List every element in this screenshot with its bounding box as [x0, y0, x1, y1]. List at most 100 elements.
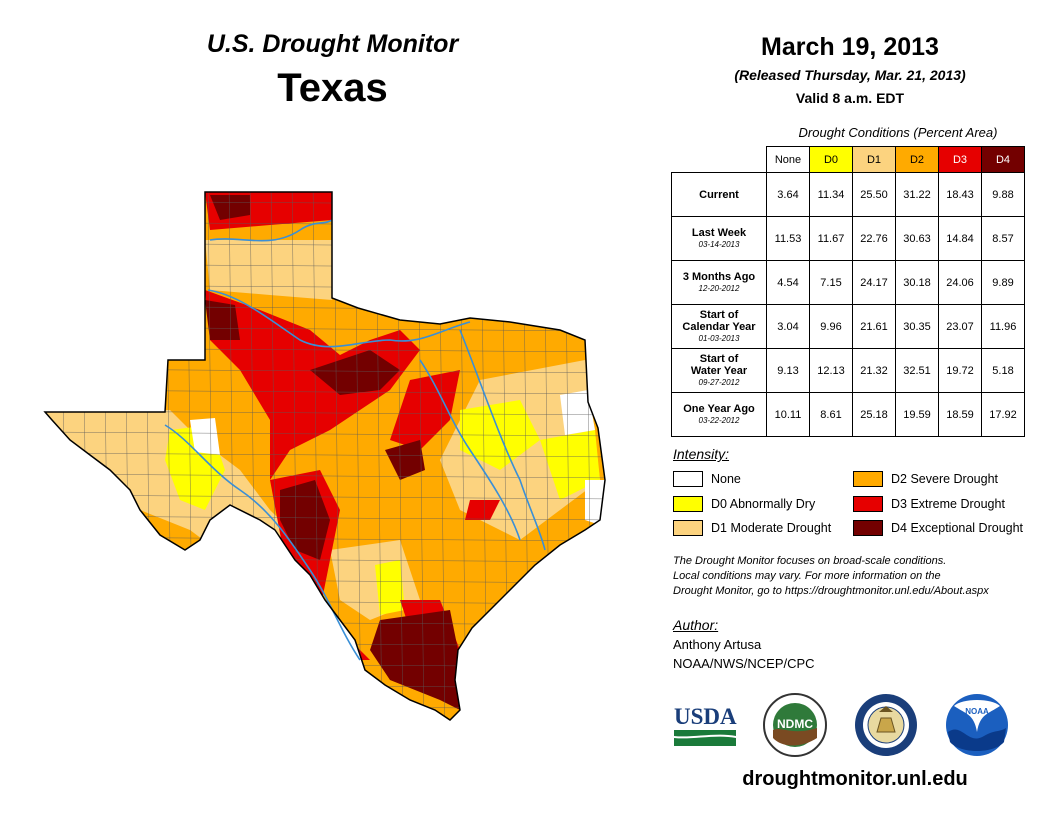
d4-south-tip: [370, 610, 460, 710]
table-cell: 24.06: [938, 260, 982, 305]
county-line: [45, 620, 605, 626]
row-label-date: 01-03-2013: [698, 333, 740, 343]
county-line: [45, 641, 605, 647]
table-cell: 5.18: [981, 348, 1025, 393]
table-cell: 11.53: [766, 216, 810, 261]
table-cell: 21.32: [852, 348, 896, 393]
county-line: [81, 192, 89, 720]
usda-logo-text: USDA: [674, 704, 737, 729]
table-cell: 25.18: [852, 392, 896, 437]
rivers: [164, 219, 546, 661]
note-line-2: Local conditions may vary. For more info…: [673, 570, 941, 582]
table-cell: 21.61: [852, 304, 896, 349]
texas-map-svg: [40, 180, 620, 740]
table-cell: 12.13: [809, 348, 853, 393]
row-label-text: Last Week: [691, 226, 747, 239]
row-label-date: 12-20-2012: [698, 283, 740, 293]
row-label-text: Start of Calendar Year: [682, 308, 756, 333]
note-line-1: The Drought Monitor focuses on broad-sca…: [673, 555, 947, 567]
d4-central: [310, 350, 400, 395]
row-label-text: Start of Water Year: [690, 352, 748, 377]
footer-url[interactable]: droughtmonitor.unl.edu: [742, 768, 968, 790]
legend-swatch-d0: [673, 496, 703, 512]
d3-central-east: [390, 370, 460, 450]
row-label-text: 3 Months Ago: [682, 270, 756, 283]
table-cell: 11.96: [981, 304, 1025, 349]
county-line: [40, 180, 620, 184]
ndmc-logo-text: NDMC: [777, 717, 813, 731]
table-cell: 9.89: [981, 260, 1025, 305]
row-label: One Year Ago 03-22-2012: [671, 392, 767, 437]
table-cell: 23.07: [938, 304, 982, 349]
table-cell: 3.04: [766, 304, 810, 349]
noaa-logo: NOAA: [944, 692, 1010, 758]
row-label: Current: [671, 172, 767, 217]
d4-south-west: [280, 480, 330, 560]
drought-conditions-table: None D0 D1 D2 D3 D4 Current 3.64 11.34 25.5…: [671, 146, 1025, 437]
d4-central-south: [385, 440, 425, 480]
table-cell: 32.51: [895, 348, 939, 393]
drought-areas: [40, 180, 620, 740]
row-label: Start of Calendar Year 01-03-2013: [671, 304, 767, 349]
table-cell: 11.67: [809, 216, 853, 261]
table-cell: 30.63: [895, 216, 939, 261]
col-header-none: None: [766, 146, 810, 173]
county-line: [40, 726, 620, 730]
col-header-d3: D3: [938, 146, 982, 173]
table-cell: 3.64: [766, 172, 810, 217]
table-cell: 11.34: [809, 172, 853, 217]
usda-logo: USDA: [672, 700, 738, 748]
disclaimer-note: The Drought Monitor focuses on broad-sca…: [673, 554, 1043, 599]
table-row: Start of Calendar Year 01-03-2013 3.04 9.96…: [671, 304, 1025, 349]
row-label-text: Current: [699, 188, 739, 201]
table-cell: 17.92: [981, 392, 1025, 437]
map-brand-title: U.S. Drought Monitor: [206, 30, 459, 58]
ndmc-logo: NDMC: [762, 692, 828, 758]
table-cell: 9.96: [809, 304, 853, 349]
rio-grande-pecos: [164, 424, 361, 661]
conditions-title: Drought Conditions (Percent Area): [798, 125, 998, 140]
none-east: [560, 390, 595, 435]
table-cell: 30.35: [895, 304, 939, 349]
table-cell: 22.76: [852, 216, 896, 261]
legend-title: Intensity:: [673, 446, 730, 462]
table-cell: 7.15: [809, 260, 853, 305]
d1-panhandle: [205, 240, 332, 300]
row-label: 3 Months Ago 12-20-2012: [671, 260, 767, 305]
table-body: Current 3.64 11.34 25.50 31.22 18.43 9.88 Last …: [671, 172, 1025, 437]
county-line: [45, 192, 47, 720]
table-cell: 30.18: [895, 260, 939, 305]
col-header-d2: D2: [895, 146, 939, 173]
county-line: [45, 494, 605, 500]
col-header-d4: D4: [981, 146, 1025, 173]
legend-label-d1: D1 Moderate Drought: [711, 521, 832, 535]
table-row: Current 3.64 11.34 25.50 31.22 18.43 9.88: [671, 172, 1025, 217]
table-row: 3 Months Ago 12-20-2012 4.54 7.15 24.17 30.18…: [671, 260, 1025, 305]
row-label-date: 03-14-2013: [698, 239, 740, 249]
table-cell: 18.59: [938, 392, 982, 437]
table-row: Last Week 03-14-2013 11.53 11.67 22.76 30.63 1…: [671, 216, 1025, 261]
noaa-logo-text: NOAA: [965, 707, 989, 716]
author-heading: Author:: [673, 617, 719, 633]
table-cell: 19.59: [895, 392, 939, 437]
d4-panhandle-top: [210, 195, 250, 220]
table-cell: 8.57: [981, 216, 1025, 261]
county-line: [45, 431, 605, 437]
red-river: [207, 289, 471, 348]
county-line: [45, 473, 605, 479]
table-cell: 24.17: [852, 260, 896, 305]
d3-east-spot: [465, 500, 500, 520]
legend-label-d0: D0 Abnormally Dry: [711, 497, 816, 511]
table-cell: 9.88: [981, 172, 1025, 217]
county-line: [45, 662, 605, 668]
county-line: [60, 192, 68, 720]
trinity-river: [459, 329, 546, 551]
legend-swatch-d3: [853, 496, 883, 512]
county-line: [45, 704, 605, 710]
table-cell: 25.50: [852, 172, 896, 217]
legend-swatch-none: [673, 471, 703, 487]
legend-swatch-d1: [673, 520, 703, 536]
table-cell: 9.13: [766, 348, 810, 393]
d0-south: [375, 560, 405, 615]
county-line: [607, 180, 613, 740]
